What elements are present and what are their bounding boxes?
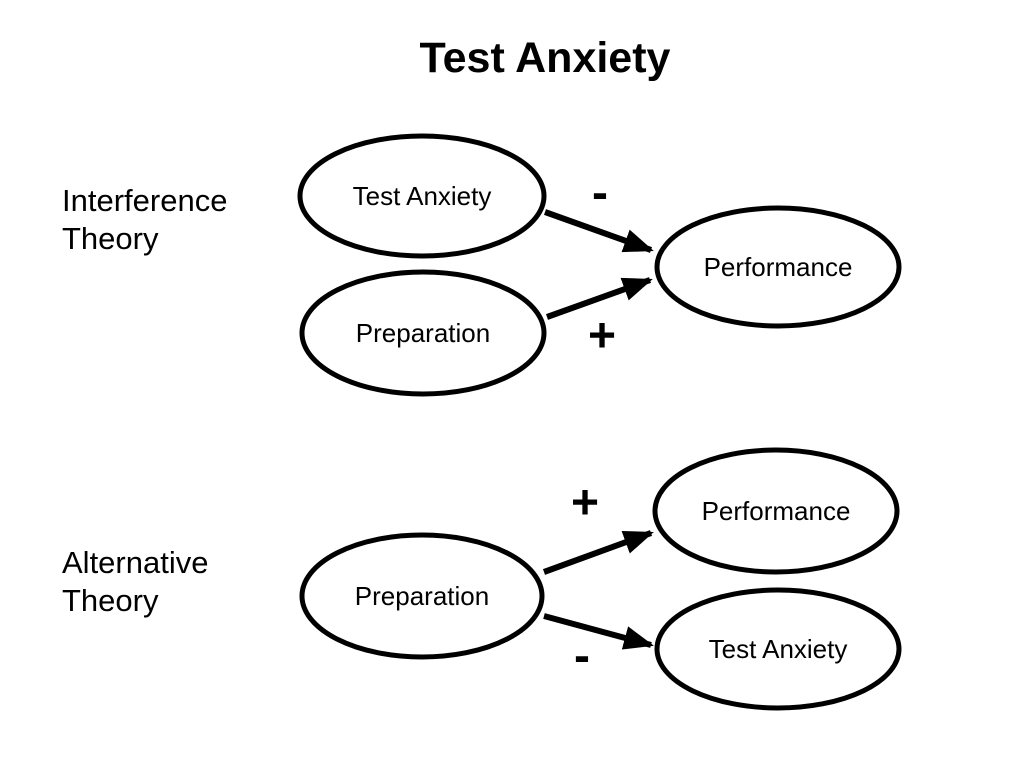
edge-preparation-to-test-anxiety [543,613,654,650]
node-preparation [299,532,545,660]
node-preparation-label: Preparation [355,581,489,611]
edge-test-anxiety-to-performance [543,209,654,253]
node-test-anxiety [297,133,547,259]
edge-sign-negative: - [574,630,590,683]
alternative-theory-section: Alternative Theory + - Preparation Perfo… [62,447,902,711]
page-title: Test Anxiety [420,34,671,82]
interference-theory-label-line1: Interference [62,183,227,218]
node-performance-label: Performance [702,496,851,526]
edge-preparation-to-performance [542,530,654,575]
node-test-anxiety-label: Test Anxiety [353,181,492,211]
interference-theory-label-line2: Theory [62,221,159,256]
node-test-anxiety [654,587,902,711]
alternative-theory-label-line2: Theory [62,583,159,618]
edge-sign-positive: + [588,310,616,363]
node-performance [652,447,900,575]
node-test-anxiety-label: Test Anxiety [709,634,848,664]
edge-preparation-to-performance [545,277,653,320]
node-performance-label: Performance [704,252,853,282]
edge-sign-negative: - [592,167,608,220]
node-preparation-label: Preparation [356,318,490,348]
alternative-theory-label-line1: Alternative [62,545,208,580]
node-preparation [299,269,547,397]
edge-sign-positive: + [571,477,599,530]
interference-theory-section: Interference Theory - + Test Anxiety Pre… [62,133,902,397]
node-performance [654,205,902,329]
